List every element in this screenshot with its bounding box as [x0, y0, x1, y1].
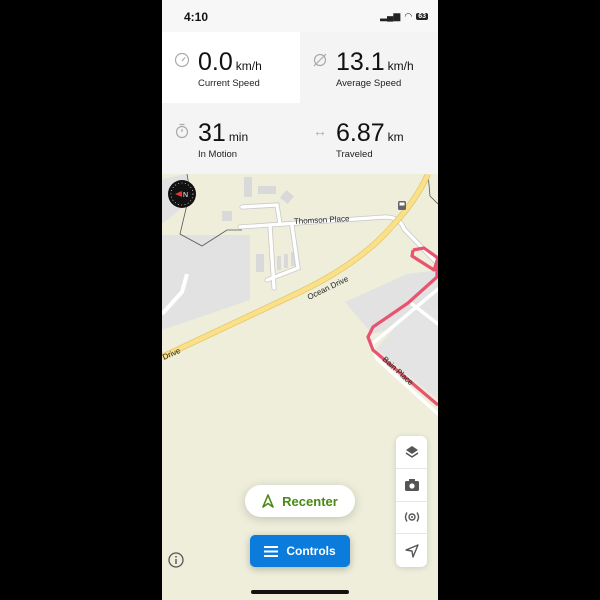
clock: 4:10	[184, 10, 209, 24]
menu-icon	[264, 545, 279, 557]
map-area	[162, 235, 250, 330]
controls-label: Controls	[286, 544, 336, 558]
stat-traveled: ↔ 6.87 km Traveled	[300, 103, 438, 174]
route-track	[366, 246, 438, 407]
stat-average-speed: 13.1 km/h Average Speed	[300, 32, 438, 103]
svg-text:N: N	[183, 192, 188, 199]
layers-button[interactable]	[396, 436, 427, 469]
home-indicator	[251, 590, 349, 594]
phone-screen: 4:10 ▂▄▆ ◠ 63 0.0 km/h Current Speed 13.1…	[162, 0, 438, 600]
stat-in-motion: 31 min In Motion	[162, 103, 300, 174]
stat-unit: km/h	[235, 59, 262, 73]
stat-label: Average Speed	[336, 78, 402, 89]
camera-button[interactable]	[396, 469, 427, 502]
map-view[interactable]: Thomson Place Ocean Drive Drive Bain Pla…	[162, 174, 438, 600]
wifi-icon: ◠	[404, 11, 413, 21]
stat-label: In Motion	[198, 149, 238, 160]
recenter-label: Recenter	[282, 493, 338, 509]
controls-button[interactable]: Controls	[250, 535, 350, 567]
stat-current-speed: 0.0 km/h Current Speed	[162, 32, 300, 103]
stat-unit: km	[387, 130, 404, 144]
stopwatch-icon	[174, 123, 190, 139]
layers-icon	[405, 445, 418, 458]
status-bar: 4:10 ▂▄▆ ◠ 63	[162, 0, 438, 32]
signal-icon: ▂▄▆	[380, 11, 401, 21]
stat-label: Traveled	[336, 149, 373, 160]
navigation-arrow-icon	[262, 494, 274, 508]
map-toolbar	[396, 436, 427, 567]
stat-value: 0.0	[198, 48, 233, 76]
info-icon[interactable]	[168, 552, 184, 568]
broadcast-icon	[404, 512, 419, 523]
recenter-button[interactable]: Recenter	[245, 485, 355, 517]
battery-icon: 63	[416, 13, 428, 20]
location-button[interactable]	[396, 534, 427, 567]
average-icon	[312, 52, 328, 68]
broadcast-button[interactable]	[396, 502, 427, 535]
bus-stop-icon	[398, 201, 406, 210]
stat-unit: min	[228, 130, 249, 144]
location-arrow-icon	[404, 543, 419, 558]
speedometer-icon	[174, 52, 190, 68]
stat-unit: km/h	[387, 59, 414, 73]
camera-icon	[404, 478, 419, 491]
stat-value: 13.1	[336, 48, 385, 76]
stat-label: Current Speed	[198, 78, 260, 89]
stat-value: 31	[198, 119, 226, 147]
street-label-thomson: Thomson Place	[294, 214, 351, 226]
distance-arrows-icon: ↔	[313, 123, 327, 139]
stat-value: 6.87	[336, 119, 385, 147]
compass-icon[interactable]: N	[168, 180, 196, 208]
